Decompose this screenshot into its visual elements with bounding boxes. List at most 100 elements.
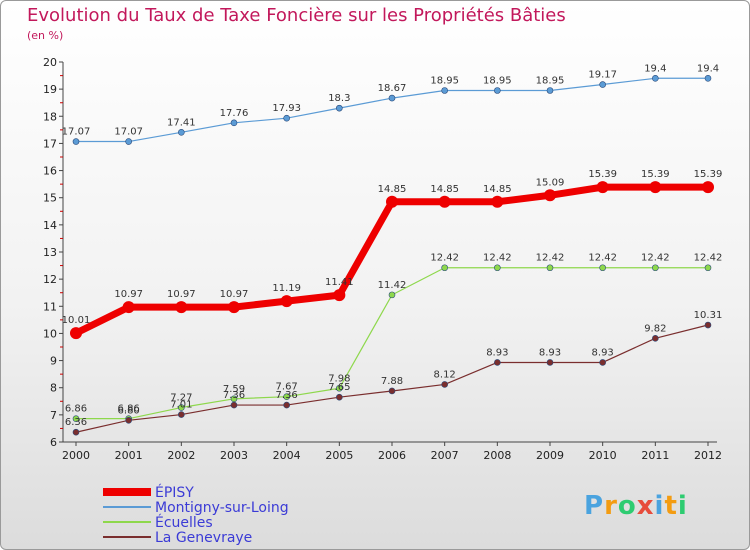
- data-point: [175, 301, 188, 314]
- data-label: 8.93: [539, 347, 561, 358]
- data-point: [599, 81, 606, 88]
- x-tick-label: 2002: [167, 449, 195, 462]
- data-point: [649, 181, 662, 194]
- data-label: 9.82: [644, 323, 666, 334]
- data-point: [388, 387, 396, 395]
- data-point: [546, 359, 554, 366]
- y-tick-label: 7: [50, 409, 57, 422]
- x-tick-label: 2011: [641, 449, 669, 462]
- data-label: 18.3: [328, 93, 350, 104]
- data-label: 12.42: [536, 253, 565, 264]
- data-label: 17.07: [114, 127, 143, 138]
- data-point: [178, 411, 185, 418]
- y-tick-label: 15: [43, 192, 57, 205]
- data-point: [336, 393, 343, 401]
- data-label: 7.65: [328, 382, 350, 393]
- series-la-genevraye: 6.36 6.80 7.01 7.36 7.36 7.65 7.88 8.12 8.93 8.93…: [65, 310, 723, 436]
- data-point: [388, 291, 396, 299]
- data-label: 17.93: [272, 103, 301, 114]
- data-label: 17.41: [167, 117, 196, 128]
- x-tick-label: 2003: [220, 449, 248, 462]
- data-label: 7.88: [381, 376, 403, 387]
- legend-entry: La Genevraye: [155, 530, 252, 546]
- data-point: [125, 138, 132, 145]
- data-label: 10.97: [167, 289, 196, 300]
- data-label: 10.97: [114, 289, 143, 300]
- data-point: [283, 393, 290, 400]
- logo-letter: i: [654, 491, 665, 521]
- data-point: [491, 195, 504, 208]
- x-tick-label: 2009: [536, 449, 564, 462]
- y-tick-label: 6: [50, 436, 57, 449]
- data-point: [283, 114, 290, 122]
- x-tick-label: 2000: [62, 449, 90, 462]
- data-point: [125, 416, 132, 424]
- x-tick-label: 2005: [325, 449, 353, 462]
- data-point: [336, 384, 343, 392]
- data-point: [283, 401, 290, 409]
- data-label: 7.27: [170, 393, 192, 404]
- data-point: [72, 428, 80, 436]
- y-tick-label: 18: [43, 110, 57, 123]
- data-label: 19.17: [588, 70, 617, 81]
- data-point: [599, 359, 606, 366]
- data-label: 12.42: [430, 253, 459, 264]
- data-point: [599, 264, 606, 272]
- y-tick-label: 19: [43, 83, 57, 96]
- y-tick-label: 16: [43, 165, 57, 178]
- chart-title: Evolution du Taux de Taxe Foncière sur l…: [27, 5, 566, 26]
- data-label: 6.86: [118, 404, 140, 415]
- data-label: 7.98: [328, 373, 350, 384]
- data-label: 7.36: [276, 390, 298, 401]
- legend-entry: Montigny-sur-Loing: [155, 500, 289, 516]
- series--pisy: 10.01 10.97 10.97 10.97 11.19 11.41 14.85 14.85…: [62, 169, 722, 340]
- data-label: 10.01: [62, 315, 91, 326]
- x-tick-label: 2007: [431, 449, 459, 462]
- data-label: 7.59: [223, 384, 245, 395]
- data-label: 12.42: [641, 253, 670, 264]
- data-point: [386, 195, 398, 208]
- data-label: 17.76: [220, 108, 249, 119]
- data-label: 7.67: [276, 382, 298, 393]
- data-point: [280, 295, 293, 308]
- y-tick-label: 13: [43, 246, 57, 259]
- data-label: 15.39: [641, 169, 670, 180]
- logo-letter: P: [584, 491, 605, 521]
- data-label: 7.36: [223, 390, 245, 401]
- data-label: 14.85: [483, 184, 512, 195]
- legend-entry: Écuelles: [155, 514, 213, 531]
- x-tick-label: 2012: [694, 449, 722, 462]
- data-label: 18.95: [483, 76, 512, 87]
- data-point: [178, 129, 185, 136]
- data-label: 8.93: [486, 347, 508, 358]
- data-label: 12.42: [588, 253, 617, 264]
- data-point: [228, 301, 240, 314]
- data-label: 11.42: [378, 280, 407, 291]
- x-tick-label: 2008: [483, 449, 511, 462]
- data-point: [652, 74, 659, 82]
- x-tick-label: 2006: [378, 449, 406, 462]
- data-label: 14.85: [378, 184, 407, 195]
- data-label: 10.97: [220, 289, 249, 300]
- logo-letter: o: [617, 491, 637, 521]
- series--cuelles: 6.86 6.86 7.27 7.59 7.67 7.98 11.42 12.42 12.42 1…: [65, 253, 722, 422]
- data-label: 6.80: [118, 405, 140, 416]
- data-point: [596, 181, 609, 194]
- data-label: 12.42: [694, 253, 723, 264]
- data-label: 10.31: [694, 310, 723, 321]
- data-point: [70, 327, 82, 340]
- logo-letter: r: [604, 491, 618, 521]
- proxiti-logo: Proxiti: [584, 491, 688, 521]
- data-point: [494, 264, 501, 272]
- data-point: [546, 264, 554, 272]
- data-point: [72, 415, 80, 422]
- data-label: 8.12: [434, 369, 456, 380]
- data-point: [704, 264, 712, 272]
- y-tick-label: 9: [50, 355, 57, 368]
- y-tick-label: 14: [43, 219, 57, 232]
- data-point: [702, 181, 714, 194]
- data-label: 11.41: [325, 277, 354, 288]
- y-tick-label: 12: [43, 273, 57, 286]
- x-tick-label: 2004: [273, 449, 301, 462]
